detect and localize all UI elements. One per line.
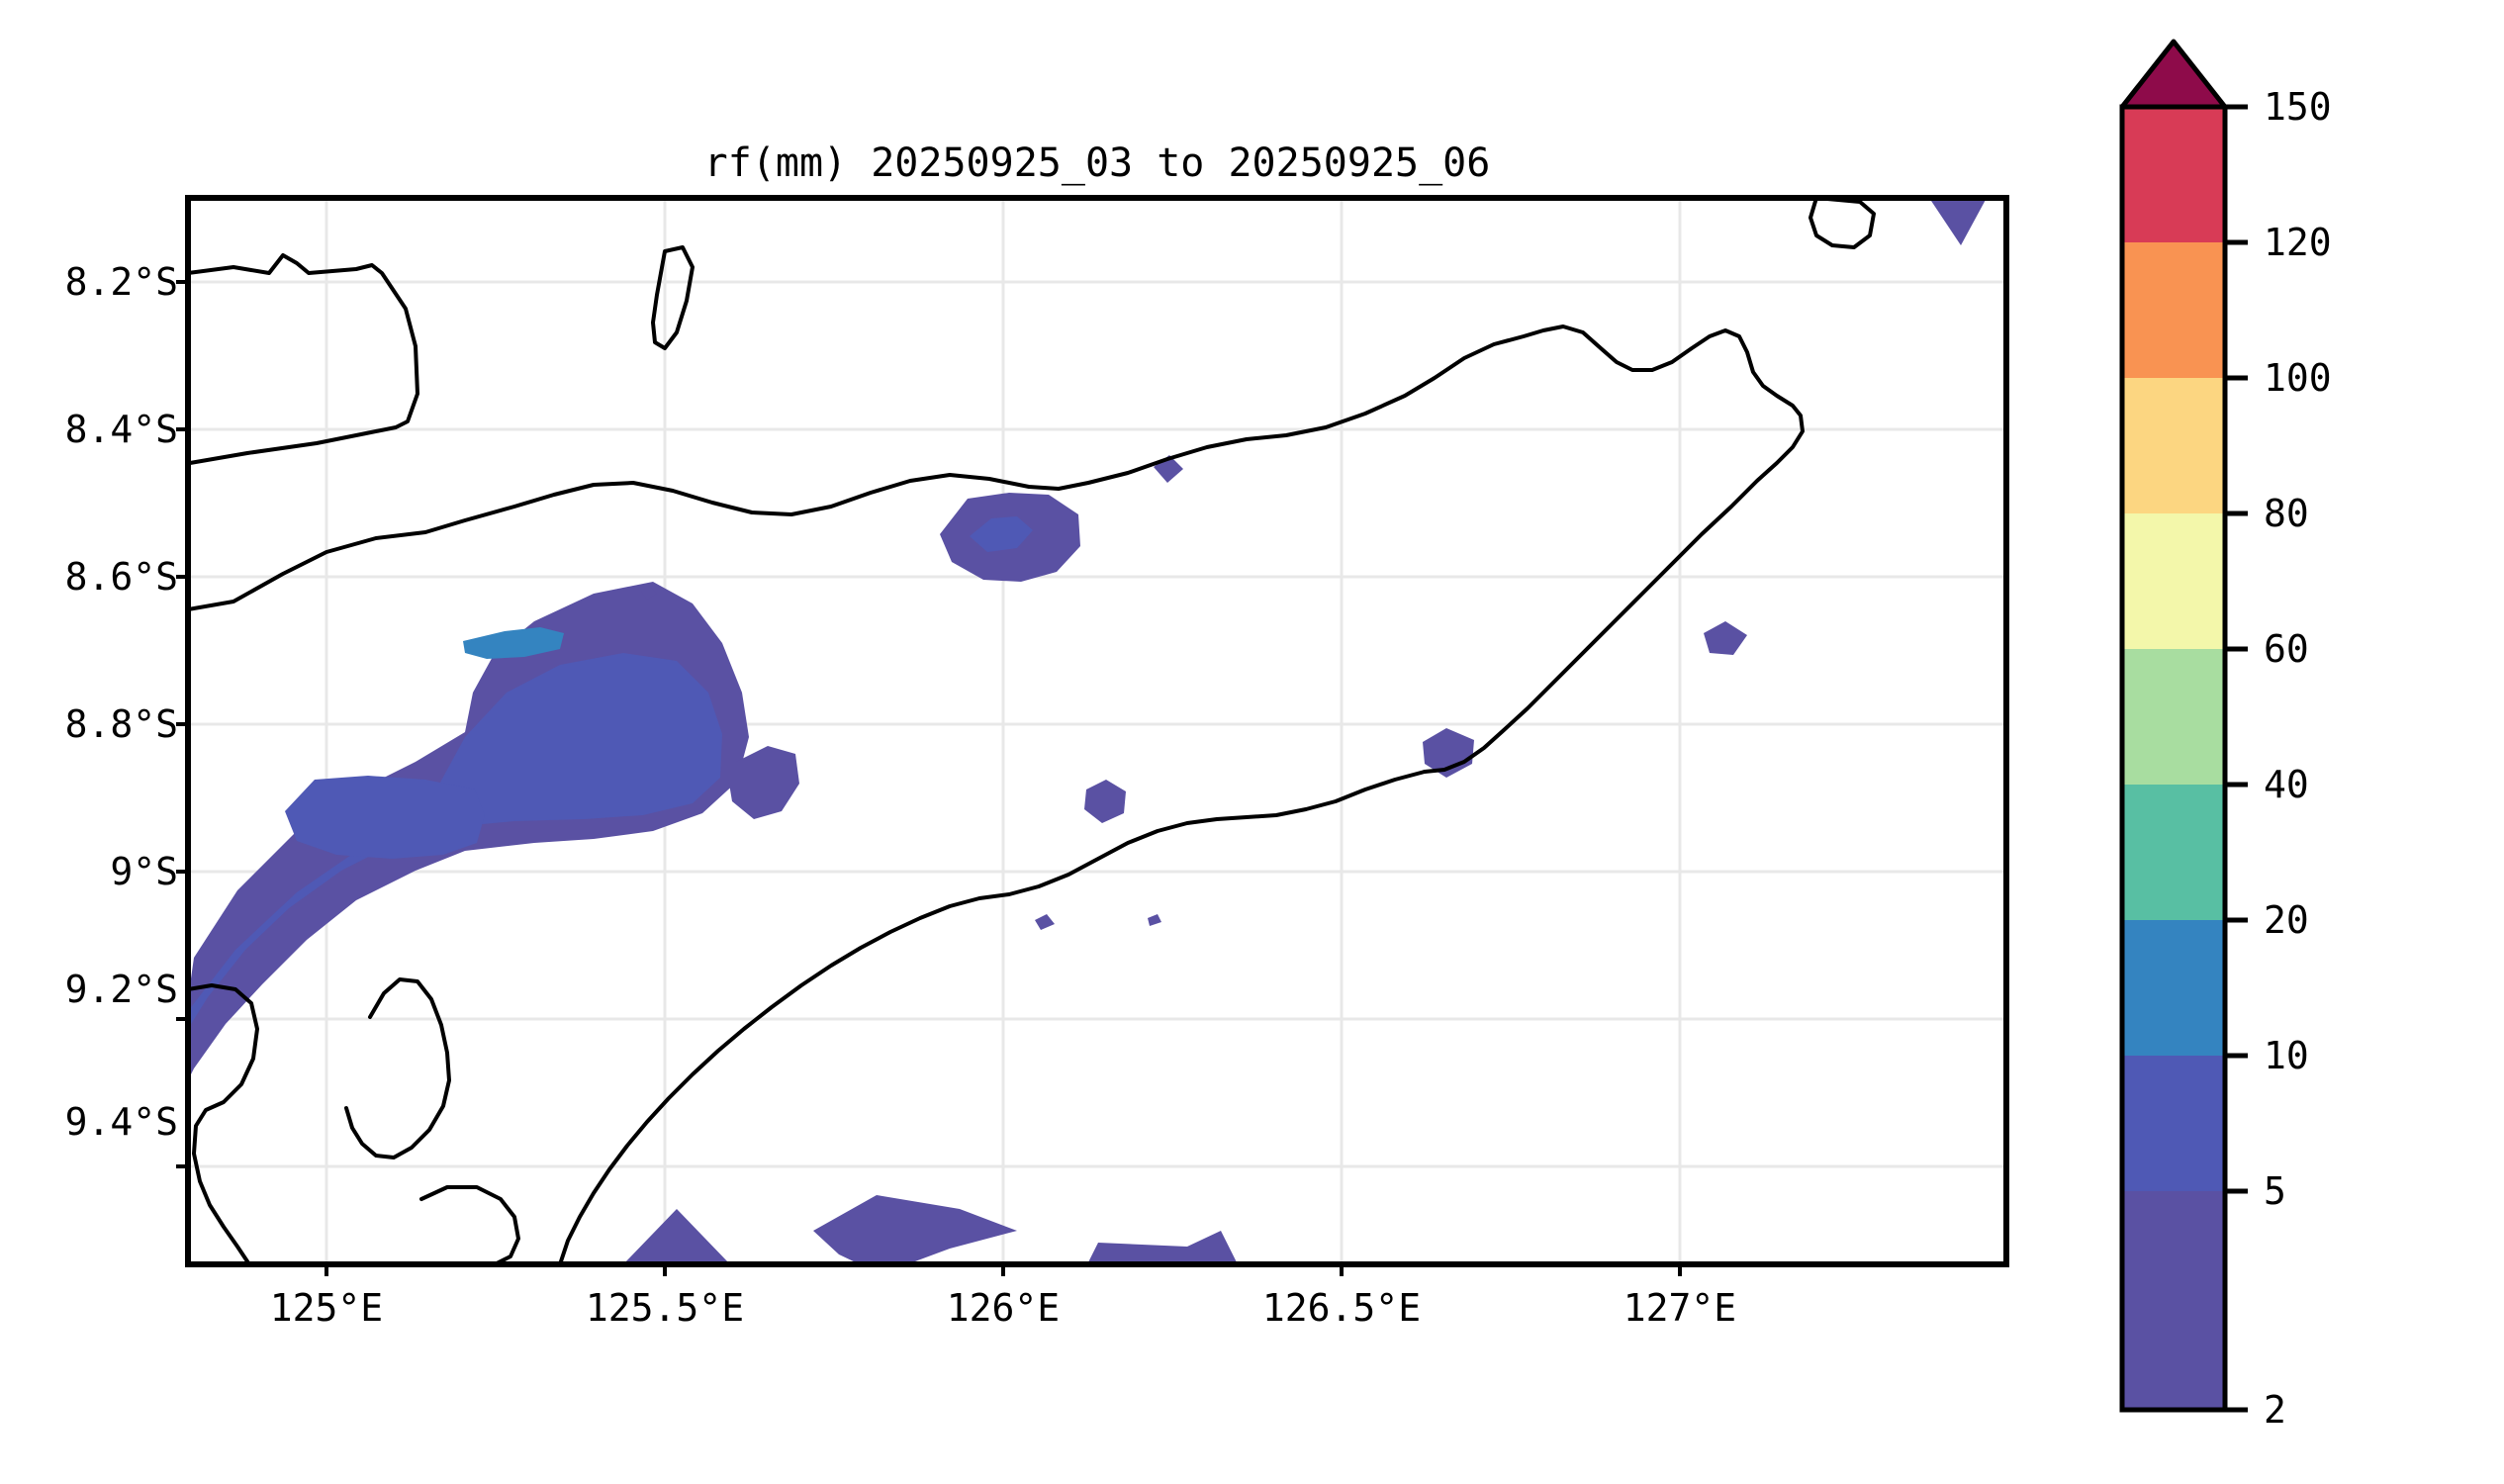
coastline-northwest-island — [188, 253, 419, 465]
rainfall-contours — [188, 198, 1987, 1264]
colorbar-band-80-100 — [2122, 378, 2225, 513]
coastline-main-island-north — [188, 325, 1805, 774]
xtick-label-126E: 126°E — [946, 1286, 1061, 1330]
xtick-label-125E: 125°E — [269, 1286, 384, 1330]
colorbar-band-120-150 — [2122, 107, 2225, 242]
coastline-main-island-south — [558, 770, 1427, 1264]
contour-band-2to5-bottom-left — [623, 1209, 730, 1264]
contour-band-2to5-patch-midwest — [728, 746, 799, 819]
ytick-label-9.2S: 9.2°S — [64, 968, 178, 1011]
colorbar-label-40: 40 — [2264, 763, 2309, 806]
coastline-south-bay — [344, 977, 451, 1159]
contour-band-2to5-patch-east — [1423, 728, 1474, 778]
ytick-label-8.8S: 8.8°S — [64, 702, 178, 746]
contour-band-2to5-patch-northeast — [1704, 621, 1747, 655]
ytick-label-9.4S: 9.4°S — [64, 1100, 178, 1144]
contour-band-5to10-southwest-lobe — [285, 776, 485, 859]
colorbar-band-2-5 — [2122, 1191, 2225, 1410]
contour-band-2to5-bottom-right — [1087, 1231, 1238, 1264]
colorbar-outline — [2119, 104, 2228, 1413]
xtick-label-126.5E: 126.5°E — [1261, 1286, 1422, 1330]
coastline-southwest-peninsula — [188, 983, 259, 1264]
colorbar-band-60-80 — [2122, 513, 2225, 649]
colorbar-label-5: 5 — [2264, 1169, 2286, 1213]
colorbar-band-100-120 — [2122, 242, 2225, 378]
colorbar-label-60: 60 — [2264, 627, 2309, 671]
contour-band-5to10-southwest — [188, 653, 722, 1029]
ytick-label-8.4S: 8.4°S — [64, 408, 178, 451]
coastlines — [188, 198, 1876, 1264]
title-line-1: rf(mm) 20250925_03 to 20250925_06 — [703, 140, 1491, 186]
colorbar-extend-arrow-max — [2119, 39, 2228, 110]
contour-band-10to20-southwest — [463, 627, 564, 659]
colorbar-label-10: 10 — [2264, 1034, 2309, 1077]
contour-band-2to5-speck-b — [1148, 914, 1161, 926]
contour-band-5to10-central — [970, 516, 1033, 552]
coastline-northwest-islet — [651, 245, 695, 350]
coastline-northeast-islet — [1808, 198, 1876, 249]
xtick-label-125.5E: 125.5°E — [585, 1286, 745, 1330]
colorbar-band-20-40 — [2122, 785, 2225, 920]
contour-band-2to5-top-right — [1929, 198, 1987, 245]
xtick-label-127E: 127°E — [1623, 1286, 1737, 1330]
colorbar-band-40-60 — [2122, 649, 2225, 785]
colorbar — [2119, 39, 2248, 1413]
coastline-south-islet — [419, 1185, 520, 1264]
ytick-label-9S: 9°S — [110, 850, 178, 893]
contour-band-2to5-bottom-center — [813, 1195, 1017, 1264]
colorbar-band-5-10 — [2122, 1056, 2225, 1191]
contour-band-2to5-patch-center — [1084, 780, 1126, 823]
map-gridlines — [188, 198, 2006, 1264]
colorbar-label-150: 150 — [2264, 85, 2332, 129]
colorbar-label-100: 100 — [2264, 356, 2332, 400]
colorbar-ticks — [2225, 104, 2248, 1413]
colorbar-label-80: 80 — [2264, 492, 2309, 535]
map-frame — [185, 195, 2009, 1267]
contour-band-2to5-speck-west — [641, 586, 657, 600]
colorbar-label-20: 20 — [2264, 898, 2309, 942]
colorbar-label-120: 120 — [2264, 221, 2332, 264]
map-background — [188, 198, 2006, 1264]
axis-ticks — [176, 280, 1682, 1276]
ytick-label-8.6S: 8.6°S — [64, 555, 178, 599]
colorbar-band-10-20 — [2122, 920, 2225, 1056]
colorbar-label-2: 2 — [2264, 1388, 2286, 1432]
ytick-label-8.2S: 8.2°S — [64, 260, 178, 304]
contour-band-2to5-speck-a — [1035, 914, 1055, 930]
